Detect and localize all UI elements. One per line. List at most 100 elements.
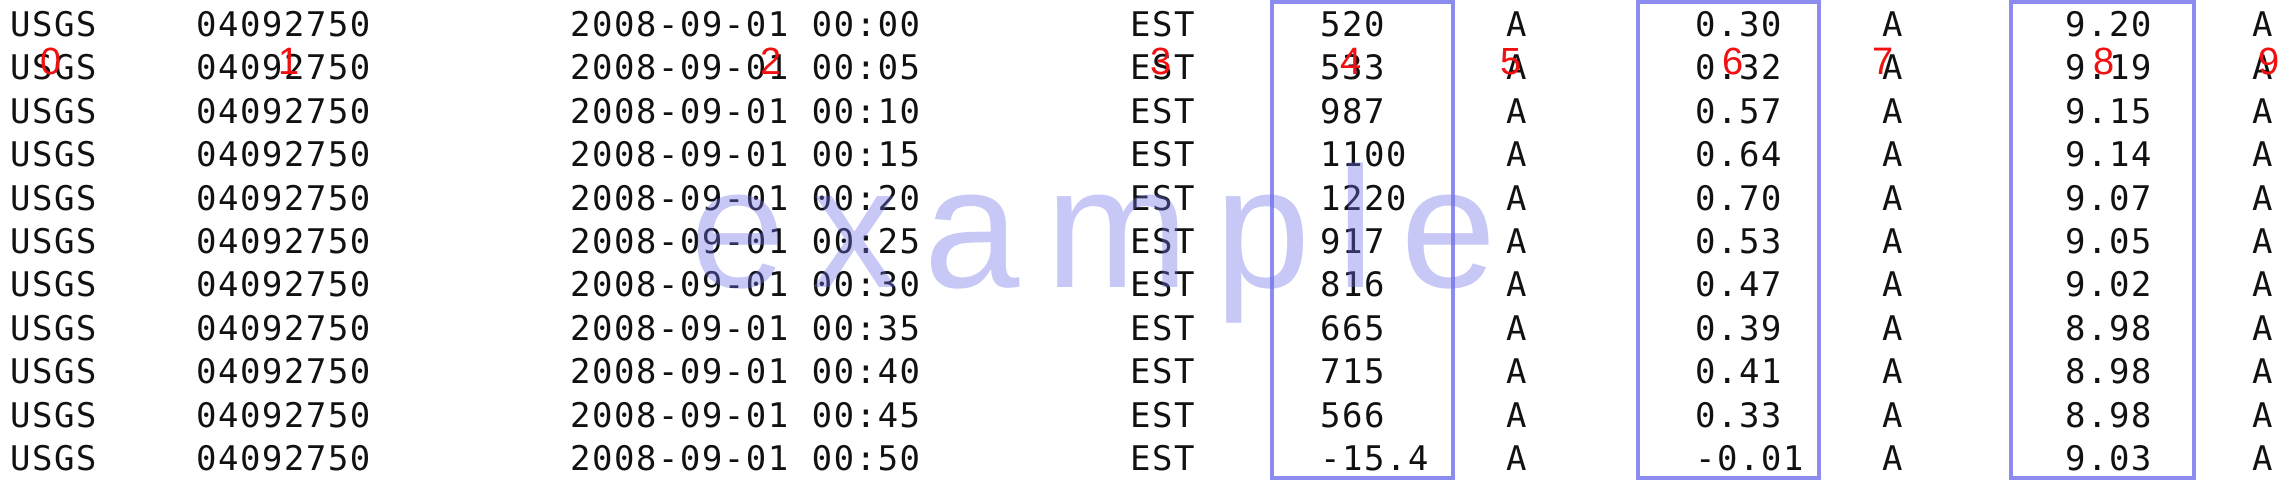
flag-cell-col7: A — [1882, 395, 1904, 436]
flag-cell-col9: A — [2252, 395, 2274, 436]
value-cell-col8: 9.02 — [2065, 265, 2153, 306]
column-index-label: 0 — [40, 41, 62, 83]
flag-cell-col7: A — [1882, 439, 1904, 479]
flag-cell-col9: A — [2252, 439, 2274, 479]
value-cell-col4: -15.4 — [1320, 439, 1430, 479]
column-index-label: 2 — [760, 41, 782, 83]
agency-cell: USGS — [10, 395, 98, 436]
datetime-cell: 2008-09-01 00:15 — [570, 135, 922, 176]
datetime-cell: 2008-09-01 00:25 — [570, 222, 922, 262]
flag-cell-col5: A — [1506, 91, 1528, 132]
timezone-cell: EST — [1130, 135, 1196, 176]
value-cell-col6: -0.01 — [1695, 439, 1805, 479]
site-number-cell: 04092750 — [196, 439, 372, 479]
flag-cell-col5: A — [1506, 395, 1528, 436]
value-cell-col6: 0.39 — [1695, 308, 1783, 349]
flag-cell-col7: A — [1882, 91, 1904, 132]
flag-cell-col9: A — [2252, 91, 2274, 132]
table-row: USGS 04092750 2008-09-01 00:15 EST 1100 … — [0, 134, 2292, 177]
datetime-cell: 2008-09-01 00:20 — [570, 178, 922, 219]
value-cell-col6: 0.53 — [1695, 222, 1783, 262]
flag-cell-col7: A — [1882, 352, 1904, 393]
flag-cell-col5: A — [1506, 178, 1528, 219]
agency-cell: USGS — [10, 439, 98, 479]
value-cell-col4: 1100 — [1320, 135, 1408, 176]
value-cell-col4: 1220 — [1320, 178, 1408, 219]
flag-cell-col5: A — [1506, 352, 1528, 393]
table-row: USGS 04092750 2008-09-01 00:35 EST 665 A… — [0, 308, 2292, 351]
table-row: USGS 04092750 2008-09-01 00:05 EST 533 A… — [0, 47, 2292, 90]
column-index-label: 7 — [1872, 41, 1894, 83]
agency-cell: USGS — [10, 91, 98, 132]
value-cell-col4: 987 — [1320, 91, 1386, 132]
site-number-cell: 04092750 — [196, 395, 372, 436]
value-cell-col8: 9.14 — [2065, 135, 2153, 176]
column-index-label: 5 — [1500, 41, 1522, 83]
site-number-cell: 04092750 — [196, 135, 372, 176]
site-number-cell: 04092750 — [196, 265, 372, 306]
value-cell-col8: 9.20 — [2065, 5, 2153, 45]
value-cell-col8: 9.19 — [2065, 48, 2153, 89]
datetime-cell: 2008-09-01 00:00 — [570, 5, 922, 45]
agency-cell: USGS — [10, 5, 98, 45]
agency-cell: USGS — [10, 352, 98, 393]
flag-cell-col9: A — [2252, 5, 2274, 45]
datetime-cell: 2008-09-01 00:50 — [570, 439, 922, 479]
value-cell-col4: 715 — [1320, 352, 1386, 393]
site-number-cell: 04092750 — [196, 91, 372, 132]
highlight-box-col8 — [2009, 0, 2196, 480]
flag-cell-col7: A — [1882, 178, 1904, 219]
agency-cell: USGS — [10, 48, 98, 89]
value-cell-col8: 8.98 — [2065, 352, 2153, 393]
timezone-cell: EST — [1130, 265, 1196, 306]
datetime-cell: 2008-09-01 00:35 — [570, 308, 922, 349]
timezone-cell: EST — [1130, 352, 1196, 393]
table-row: USGS 04092750 2008-09-01 00:20 EST 1220 … — [0, 178, 2292, 221]
value-cell-col8: 8.98 — [2065, 308, 2153, 349]
flag-cell-col5: A — [1506, 135, 1528, 176]
value-cell-col4: 566 — [1320, 395, 1386, 436]
flag-cell-col5: A — [1506, 222, 1528, 262]
value-cell-col4: 917 — [1320, 222, 1386, 262]
flag-cell-col5: A — [1506, 308, 1528, 349]
flag-cell-col7: A — [1882, 135, 1904, 176]
column-index-label: 8 — [2093, 41, 2115, 83]
timezone-cell: EST — [1130, 395, 1196, 436]
site-number-cell: 04092750 — [196, 308, 372, 349]
value-cell-col6: 0.33 — [1695, 395, 1783, 436]
datetime-cell: 2008-09-01 00:30 — [570, 265, 922, 306]
timezone-cell: EST — [1130, 48, 1196, 89]
value-cell-col8: 9.15 — [2065, 91, 2153, 132]
site-number-cell: 04092750 — [196, 178, 372, 219]
table-row: USGS 04092750 2008-09-01 00:40 EST 715 A… — [0, 351, 2292, 394]
column-index-label: 6 — [1722, 41, 1744, 83]
flag-cell-col7: A — [1882, 48, 1904, 89]
datetime-cell: 2008-09-01 00:40 — [570, 352, 922, 393]
timezone-cell: EST — [1130, 222, 1196, 262]
flag-cell-col5: A — [1506, 48, 1528, 89]
value-cell-col4: 520 — [1320, 5, 1386, 45]
table-row: USGS 04092750 2008-09-01 00:00 EST 520 A… — [0, 4, 2292, 47]
column-index-label: 9 — [2258, 41, 2280, 83]
column-index-label: 3 — [1150, 41, 1172, 83]
timezone-cell: EST — [1130, 178, 1196, 219]
value-cell-col4: 816 — [1320, 265, 1386, 306]
table-row: USGS 04092750 2008-09-01 00:10 EST 987 A… — [0, 91, 2292, 134]
value-cell-col6: 0.64 — [1695, 135, 1783, 176]
column-index-label: 1 — [278, 41, 300, 83]
flag-cell-col9: A — [2252, 178, 2274, 219]
value-cell-col6: 0.70 — [1695, 178, 1783, 219]
datetime-cell: 2008-09-01 00:05 — [570, 48, 922, 89]
flag-cell-col7: A — [1882, 222, 1904, 262]
flag-cell-col7: A — [1882, 5, 1904, 45]
value-cell-col8: 9.07 — [2065, 178, 2153, 219]
timezone-cell: EST — [1130, 308, 1196, 349]
value-cell-col8: 9.05 — [2065, 222, 2153, 262]
table-row: USGS 04092750 2008-09-01 00:45 EST 566 A… — [0, 395, 2292, 438]
value-cell-col8: 8.98 — [2065, 395, 2153, 436]
site-number-cell: 04092750 — [196, 48, 372, 89]
datetime-cell: 2008-09-01 00:10 — [570, 91, 922, 132]
agency-cell: USGS — [10, 178, 98, 219]
timezone-cell: EST — [1130, 439, 1196, 479]
